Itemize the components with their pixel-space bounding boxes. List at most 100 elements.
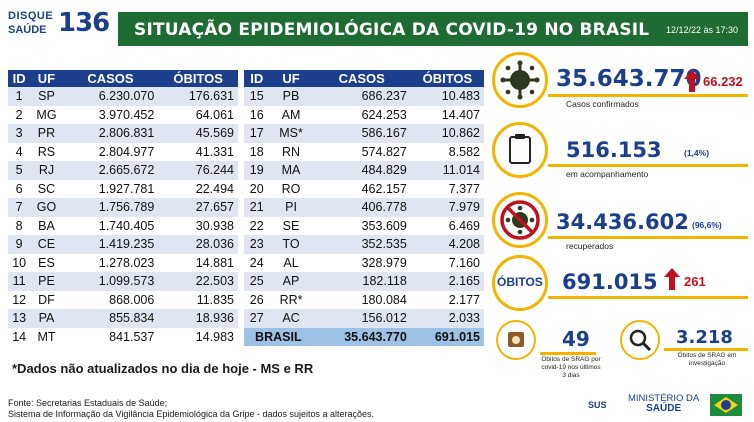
table-cell: 4.208 bbox=[410, 235, 484, 254]
column-header: ID bbox=[244, 70, 270, 87]
table-cell: AM bbox=[269, 105, 313, 124]
table-cell: 686.237 bbox=[312, 87, 411, 106]
table-cell: 26 bbox=[244, 290, 270, 309]
table-row: 26 RR* 180.084 2.177 bbox=[244, 290, 484, 309]
recovered-value: 34.436.602 bbox=[556, 210, 689, 234]
states-table-right: ID UF CASOS ÓBITOS 15 PB 686.237 10.483 16 AM 624… bbox=[244, 70, 484, 346]
virus-icon bbox=[492, 52, 548, 108]
divider bbox=[548, 94, 748, 97]
table-cell: 17 bbox=[244, 124, 270, 143]
table-cell: 16 bbox=[244, 105, 270, 124]
column-header: ID bbox=[8, 70, 31, 87]
deaths-label: ÓBITOS bbox=[497, 275, 543, 289]
table-cell: RJ bbox=[30, 161, 63, 180]
table-cell: RR* bbox=[269, 290, 313, 309]
table-cell: DF bbox=[30, 290, 63, 309]
table-cell: 22 bbox=[244, 216, 270, 235]
states-table-left: ID UF CASOS ÓBITOS 1 SP 6.230.070 176.631 2 MG 3.… bbox=[8, 70, 238, 346]
total-deaths: 691.015 bbox=[410, 327, 484, 346]
table-cell: MT bbox=[30, 327, 63, 346]
monitoring-value: 516.153 bbox=[566, 138, 662, 162]
table-cell: 45.569 bbox=[158, 124, 238, 143]
table-cell: 868.006 bbox=[62, 290, 159, 309]
table-row: 22 SE 353.609 6.469 bbox=[244, 216, 484, 235]
investigation-caption: Óbitos de SRAG em investigação bbox=[677, 352, 737, 367]
table-cell: 7 bbox=[8, 198, 31, 217]
table-cell: 3.970.452 bbox=[62, 105, 159, 124]
calendar-icon bbox=[496, 320, 536, 360]
total-label: BRASIL bbox=[244, 327, 313, 346]
source-line1: Fonte: Secretarias Estaduais de Saúde; bbox=[8, 398, 168, 408]
up-arrow-icon bbox=[684, 70, 700, 92]
table-cell: 2.665.672 bbox=[62, 161, 159, 180]
table-row: 7 GO 1.756.789 27.657 bbox=[8, 198, 238, 217]
table-row: 25 AP 182.118 2.165 bbox=[244, 272, 484, 291]
table-cell: 22.494 bbox=[158, 179, 238, 198]
table-row: 23 TO 352.535 4.208 bbox=[244, 235, 484, 254]
table-row: 15 PB 686.237 10.483 bbox=[244, 87, 484, 106]
table-cell: 21 bbox=[244, 198, 270, 217]
table-cell: TO bbox=[269, 235, 313, 254]
total-cases: 35.643.770 bbox=[312, 327, 411, 346]
table-cell: 1.756.789 bbox=[62, 198, 159, 217]
table-cell: 27.657 bbox=[158, 198, 238, 217]
table-cell: PA bbox=[30, 309, 63, 328]
logo-line1: DISQUE bbox=[8, 10, 54, 22]
table-cell: 484.829 bbox=[312, 161, 411, 180]
table-row: 18 RN 574.827 8.582 bbox=[244, 142, 484, 161]
table-cell: AL bbox=[269, 253, 313, 272]
table-cell: 328.979 bbox=[312, 253, 411, 272]
table-row: 9 CE 1.419.235 28.036 bbox=[8, 235, 238, 254]
table-row: 11 PE 1.099.573 22.503 bbox=[8, 272, 238, 291]
ministry-line2: SAÚDE bbox=[646, 403, 682, 414]
logo-number: 136 bbox=[58, 8, 110, 38]
table-cell: 18.936 bbox=[158, 309, 238, 328]
table-cell: 12 bbox=[8, 290, 31, 309]
table-cell: 1.740.405 bbox=[62, 216, 159, 235]
table-cell: AP bbox=[269, 272, 313, 291]
table-cell: 11 bbox=[8, 272, 31, 291]
magnifier-icon bbox=[620, 320, 660, 360]
table-row: 13 PA 855.834 18.936 bbox=[8, 309, 238, 328]
sus-logo: SUS bbox=[588, 400, 607, 410]
table-cell: 27 bbox=[244, 309, 270, 328]
table-header: ID UF CASOS ÓBITOS bbox=[8, 70, 238, 87]
table-cell: 156.012 bbox=[312, 309, 411, 328]
table-cell: 1 bbox=[8, 87, 31, 106]
table-row: 17 MS* 586.167 10.862 bbox=[244, 124, 484, 143]
table-cell: RO bbox=[269, 179, 313, 198]
column-header: CASOS bbox=[62, 70, 159, 87]
monitoring-caption: em acompanhamento bbox=[566, 169, 649, 179]
table-cell: 855.834 bbox=[62, 309, 159, 328]
table-cell: 2.033 bbox=[410, 309, 484, 328]
table-cell: PR bbox=[30, 124, 63, 143]
srag-caption: Óbitos de SRAG por covid-19 nos últimos … bbox=[541, 356, 601, 379]
table-cell: 2.177 bbox=[410, 290, 484, 309]
table-row: 27 AC 156.012 2.033 bbox=[244, 309, 484, 328]
up-arrow-icon bbox=[664, 268, 680, 290]
logo-line2: SAÚDE bbox=[8, 24, 47, 36]
recovered-caption: recuperados bbox=[566, 241, 614, 251]
table-cell: 7.160 bbox=[410, 253, 484, 272]
table-cell: 2.165 bbox=[410, 272, 484, 291]
table-row: 4 RS 2.804.977 41.331 bbox=[8, 142, 238, 161]
ministry-logo: MINISTÉRIO DA SAÚDE bbox=[628, 394, 699, 414]
table-cell: 7.377 bbox=[410, 179, 484, 198]
ministry-line1: MINISTÉRIO DA bbox=[628, 393, 700, 404]
confirmed-value: 35.643.770 bbox=[556, 66, 702, 92]
table-cell: 76.244 bbox=[158, 161, 238, 180]
page-title: SITUAÇÃO EPIDEMIOLÓGICA DA COVID-19 NO B… bbox=[134, 20, 650, 40]
table-row: 8 BA 1.740.405 30.938 bbox=[8, 216, 238, 235]
divider bbox=[540, 352, 596, 355]
table-cell: 8 bbox=[8, 216, 31, 235]
table-cell: 1.927.781 bbox=[62, 179, 159, 198]
table-cell: 624.253 bbox=[312, 105, 411, 124]
table-cell: BA bbox=[30, 216, 63, 235]
table-row: 10 ES 1.278.023 14.881 bbox=[8, 253, 238, 272]
table-row: 20 RO 462.157 7.377 bbox=[244, 179, 484, 198]
table-cell: RS bbox=[30, 142, 63, 161]
monitoring-pct: (1,4%) bbox=[684, 148, 710, 158]
table-cell: PE bbox=[30, 272, 63, 291]
table-cell: 14.881 bbox=[158, 253, 238, 272]
column-header: ÓBITOS bbox=[158, 70, 238, 87]
